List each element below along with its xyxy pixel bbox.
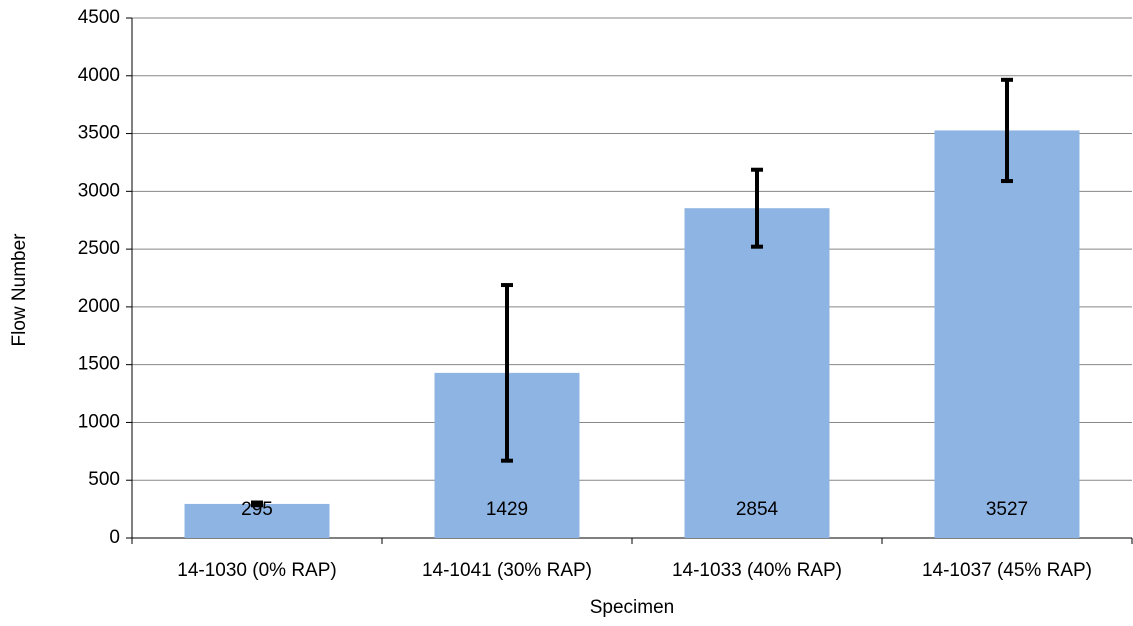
error-bar — [501, 283, 513, 463]
y-tick-label: 1500 — [78, 354, 120, 375]
data-label: 295 — [241, 499, 273, 520]
y-tick-label: 2500 — [78, 238, 120, 259]
bar — [684, 208, 830, 538]
x-tick-label: 14-1030 (0% RAP) — [177, 560, 336, 581]
error-bar — [1001, 77, 1013, 184]
y-tick-label: 4500 — [78, 7, 120, 28]
x-tick-label: 14-1033 (40% RAP) — [672, 560, 842, 581]
bar — [934, 130, 1080, 539]
x-tick-label: 14-1037 (45% RAP) — [922, 560, 1092, 581]
error-bar — [751, 167, 763, 249]
y-tick-label: 500 — [88, 469, 120, 490]
y-tick-label: 1000 — [78, 411, 120, 432]
error-bar — [251, 500, 263, 508]
x-axis-title: Specimen — [590, 597, 675, 618]
y-tick-label: 3000 — [78, 180, 120, 201]
y-axis-title: Flow Number — [9, 233, 30, 347]
data-label: 1429 — [486, 499, 528, 520]
y-tick-label: 4000 — [78, 65, 120, 86]
data-label: 3527 — [986, 499, 1028, 520]
x-tick-label: 14-1041 (30% RAP) — [422, 560, 592, 581]
y-tick-label: 0 — [109, 527, 120, 548]
y-tick-label: 3500 — [78, 123, 120, 144]
y-tick-label: 2000 — [78, 296, 120, 317]
data-label: 2854 — [736, 499, 779, 520]
bar — [184, 503, 330, 538]
